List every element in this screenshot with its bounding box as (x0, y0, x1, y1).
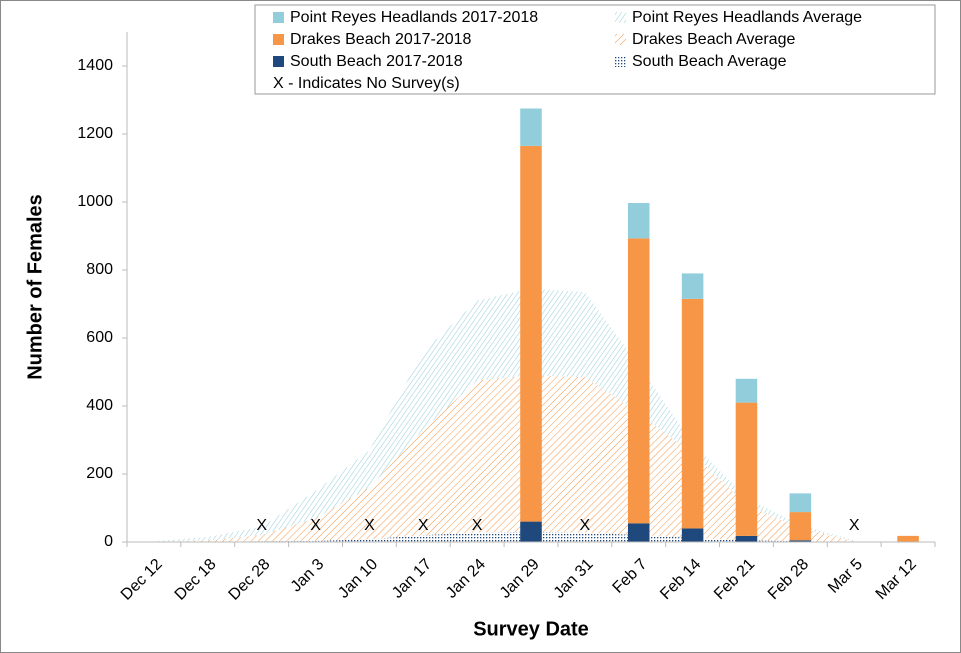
legend-label: Point Reyes Headlands 2017-2018 (290, 9, 538, 26)
no-survey-marker: X (310, 517, 321, 534)
legend-swatch (615, 56, 626, 67)
legend-swatch (273, 56, 284, 67)
bar (735, 535, 758, 542)
bar (520, 145, 542, 522)
y-axis-title: Number of Females (24, 194, 46, 380)
bar (627, 238, 650, 524)
bar (789, 493, 812, 513)
average-area (153, 288, 855, 542)
bar (735, 378, 758, 403)
bar (681, 528, 704, 542)
legend-label: Drakes Beach 2017-2018 (290, 31, 472, 48)
y-tick-label: 1400 (77, 57, 113, 74)
no-survey-marker: X (472, 517, 483, 534)
bar (789, 512, 812, 541)
legend-swatch (615, 12, 626, 23)
y-tick-label: 0 (104, 533, 113, 550)
no-survey-marker: X (256, 517, 267, 534)
y-tick-label: 1200 (77, 125, 113, 142)
average-area (153, 531, 855, 542)
bar (520, 108, 542, 146)
no-survey-marker: X (364, 517, 375, 534)
y-tick-label: 600 (86, 329, 113, 346)
bar (735, 402, 758, 536)
bar (681, 273, 704, 299)
legend-label: Drakes Beach Average (632, 31, 795, 48)
bar (897, 535, 919, 542)
legend-swatch (273, 34, 284, 45)
no-survey-marker: X (418, 517, 429, 534)
x-axis-title: Survey Date (473, 618, 589, 640)
y-tick-label: 1000 (77, 193, 113, 210)
bar (681, 298, 704, 529)
bar (627, 523, 650, 542)
y-tick-label: 800 (86, 261, 113, 278)
bar (520, 521, 542, 542)
no-survey-marker: X (580, 517, 591, 534)
bar (789, 540, 812, 542)
y-tick-label: 200 (86, 465, 113, 482)
average-area (153, 375, 855, 542)
legend-label: Point Reyes Headlands Average (632, 9, 862, 26)
legend-box (254, 4, 936, 95)
legend-swatch (615, 34, 626, 45)
legend-label: South Beach Average (632, 53, 787, 70)
legend-swatch (273, 12, 284, 23)
no-survey-marker: X (849, 517, 860, 534)
legend-label: South Beach 2017-2018 (290, 53, 463, 70)
legend-label: X - Indicates No Survey(s) (273, 75, 460, 92)
bar (627, 203, 650, 239)
y-tick-label: 400 (86, 397, 113, 414)
